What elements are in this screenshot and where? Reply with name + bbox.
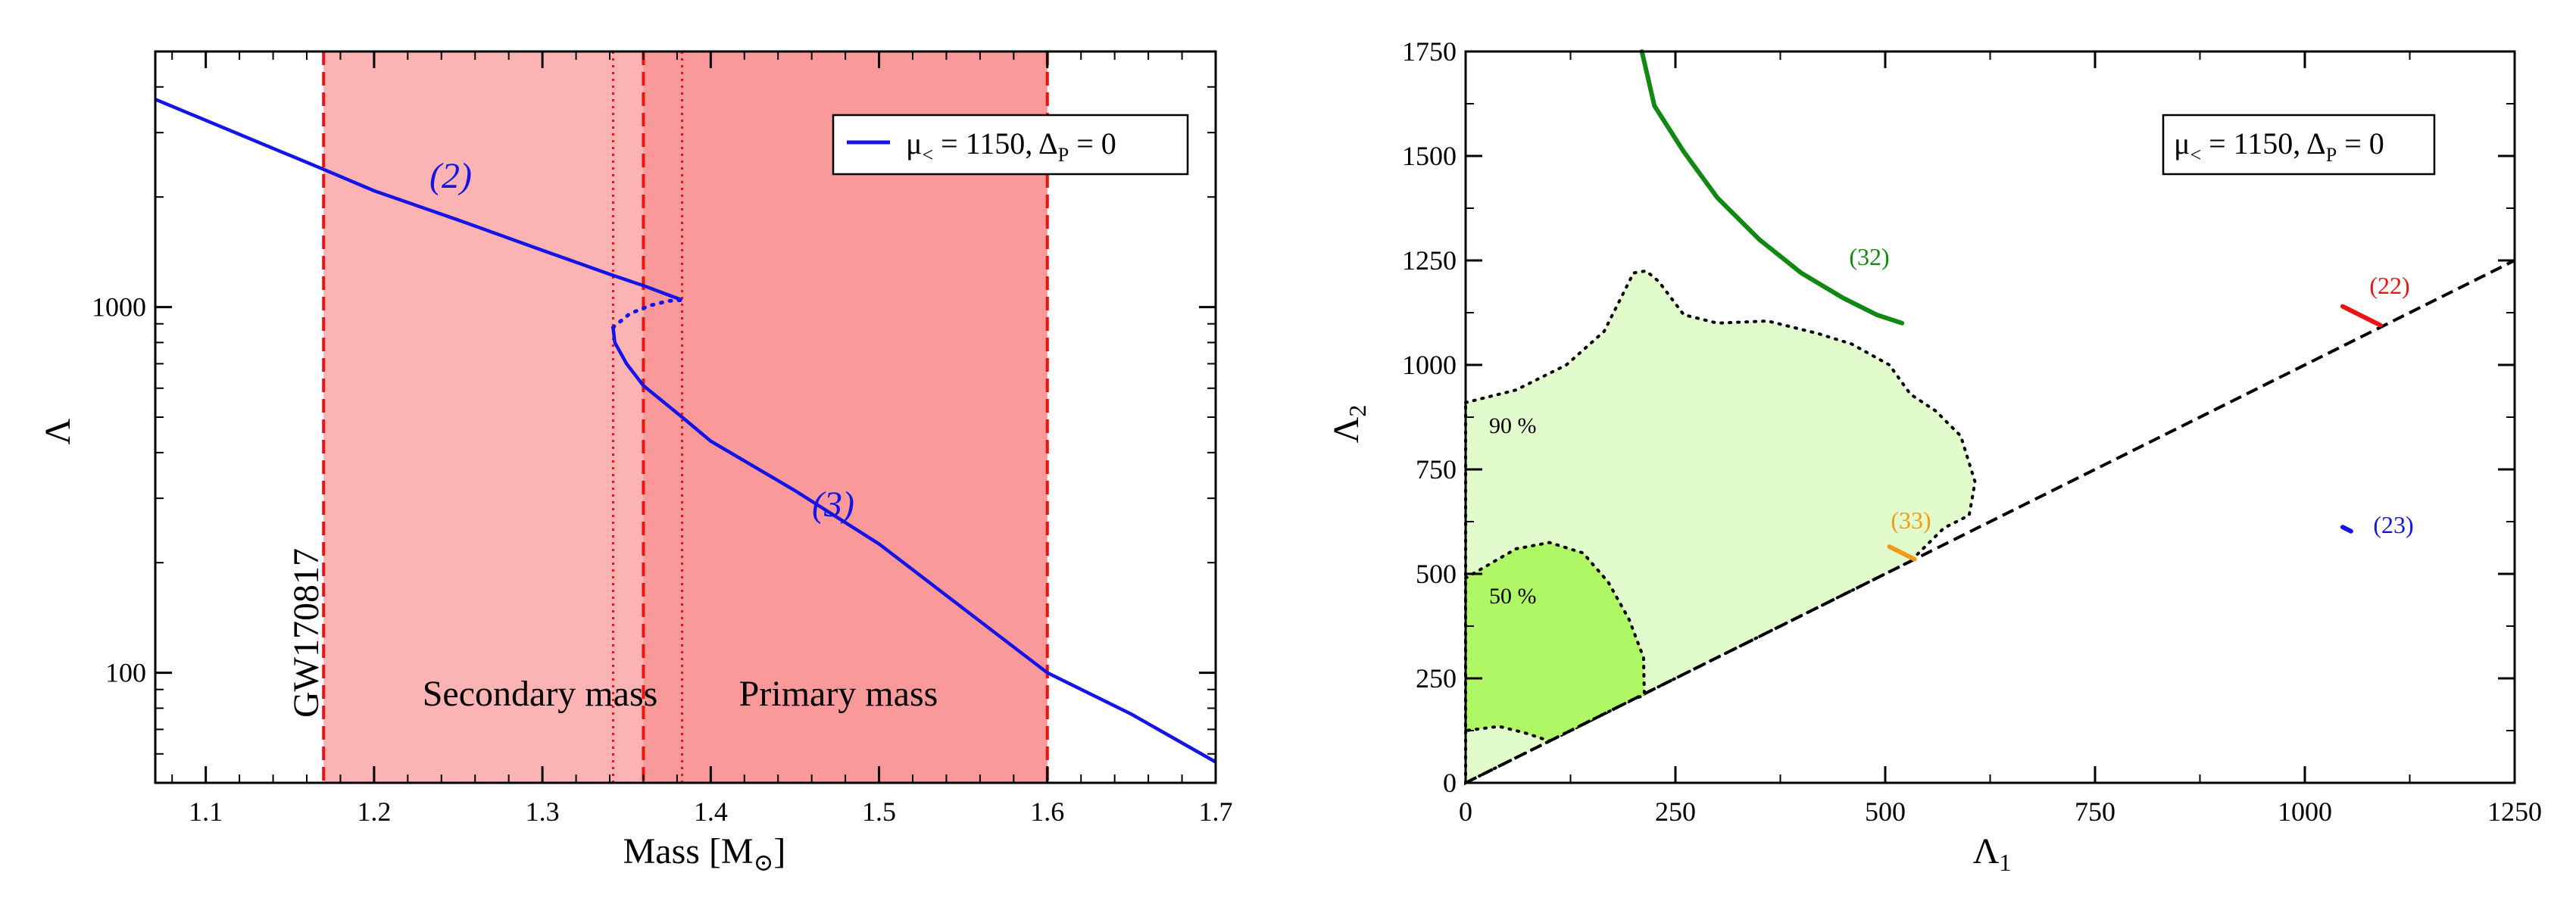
xlabel-sub: ⊙	[754, 849, 774, 876]
curve-22	[2340, 304, 2383, 328]
legend-mu: μ	[2174, 126, 2190, 161]
legend-sub1: <	[2190, 144, 2201, 166]
y-tick-label: 250	[1416, 663, 1457, 693]
series-line-3	[611, 327, 1217, 764]
x-tick-label: 1000	[2278, 796, 2332, 827]
shaded-region-1	[323, 51, 644, 783]
x-tick-label: 1.1	[189, 796, 223, 827]
y-tick-label: 1000	[1402, 350, 1457, 380]
legend-mid: = 1150, Δ	[2201, 126, 2326, 161]
curve-label-22: (22)	[2369, 272, 2409, 299]
xlabel-sub: 1	[1999, 849, 2011, 876]
x-tick-label: 500	[1865, 796, 1906, 827]
credible-regions	[1464, 269, 1977, 786]
curve-lines	[1465, 49, 2515, 784]
legend-box-right	[2162, 114, 2436, 176]
right-ticks: 0 250 500 750 1000 1250 0 250 500 750 1000 1250 1500…	[1402, 36, 2542, 827]
legend-mid: = 1150, Δ	[933, 126, 1058, 161]
right-y-axis-title: Λ2	[1326, 405, 1371, 444]
x-tick-label: 1.7	[1199, 796, 1233, 827]
xlabel-main: Mass [M	[623, 831, 754, 871]
curve-23	[2340, 525, 2353, 534]
region-label-primary: Primary mass	[739, 674, 938, 714]
y-tick-label: 750	[1416, 454, 1457, 485]
curve-label-33: (33)	[1891, 506, 1931, 534]
y-tick-label: 1000	[92, 292, 146, 323]
left-chart: 1.1 1.2 1.3 1.4 1.5 1.6 1.7 100 1000 Secondary m…	[38, 50, 1233, 876]
curve-label-32: (32)	[1849, 243, 1889, 270]
xlabel-end: ]	[773, 831, 785, 871]
left-y-axis-title: Λ	[38, 418, 78, 444]
legend-text-right: μ< = 1150, ΔP = 0	[2174, 126, 2384, 166]
legend-end: = 0	[2337, 126, 2384, 161]
legend-box	[832, 114, 1189, 176]
series-label-2: (2)	[429, 156, 472, 196]
diagonal-line	[1465, 259, 2515, 784]
series-line-2	[155, 98, 683, 302]
contour-90-border	[1464, 269, 1977, 786]
y-tick-label: 1750	[1402, 36, 1457, 67]
ylabel-main: Λ	[1326, 416, 1366, 443]
curve-33	[1887, 544, 1917, 562]
series-label-3: (3)	[812, 485, 854, 525]
xlabel-main: Λ	[1973, 831, 2000, 871]
ylabel-sub: 2	[1344, 405, 1371, 417]
x-tick-label: 1.4	[694, 796, 728, 827]
x-tick-label: 750	[2075, 796, 2115, 827]
y-tick-label: 100	[105, 658, 146, 688]
gw170817-label: GW170817	[286, 548, 326, 718]
contour-label-90: 90 %	[1489, 413, 1537, 438]
legend-sub2: P	[2326, 144, 2337, 166]
legend-sub2: P	[1058, 144, 1069, 166]
x-tick-label: 1.2	[357, 796, 391, 827]
x-tick-label: 0	[1459, 796, 1472, 827]
x-tick-label: 1.6	[1030, 796, 1064, 827]
left-ticks: 1.1 1.2 1.3 1.4 1.5 1.6 1.7 100 1000	[92, 51, 1233, 827]
series-lines	[155, 98, 1217, 764]
x-tick-label: 1.5	[862, 796, 896, 827]
x-tick-label: 1250	[2487, 796, 2542, 827]
legend-end: = 0	[1069, 126, 1116, 161]
curve-label-23: (23)	[2373, 511, 2413, 538]
y-tick-label: 500	[1416, 559, 1457, 589]
left-x-axis-title: Mass [M⊙]	[623, 831, 786, 876]
y-tick-label: 1250	[1402, 245, 1457, 276]
legend-text: μ< = 1150, ΔP = 0	[906, 126, 1116, 166]
contour-label-50: 50 %	[1489, 584, 1537, 609]
region-label-secondary: Secondary mass	[423, 674, 658, 714]
y-tick-label: 1500	[1402, 141, 1457, 171]
legend-sub1: <	[922, 144, 933, 166]
x-tick-label: 250	[1655, 796, 1696, 827]
x-tick-label: 1.3	[526, 796, 560, 827]
left-legend: μ< = 1150, ΔP = 0	[832, 114, 1189, 176]
legend-mu: μ	[906, 126, 922, 161]
contour-50-border	[1464, 541, 1647, 743]
right-chart: 0 250 500 750 1000 1250 0 250 500 750 1000 1250 1500…	[1326, 36, 2542, 876]
right-x-axis-title: Λ1	[1973, 831, 2012, 876]
curve-32	[1639, 49, 1905, 326]
right-legend: μ< = 1150, ΔP = 0	[2162, 114, 2436, 176]
y-tick-label: 0	[1443, 768, 1457, 798]
contour-50-fill	[1466, 542, 1644, 741]
